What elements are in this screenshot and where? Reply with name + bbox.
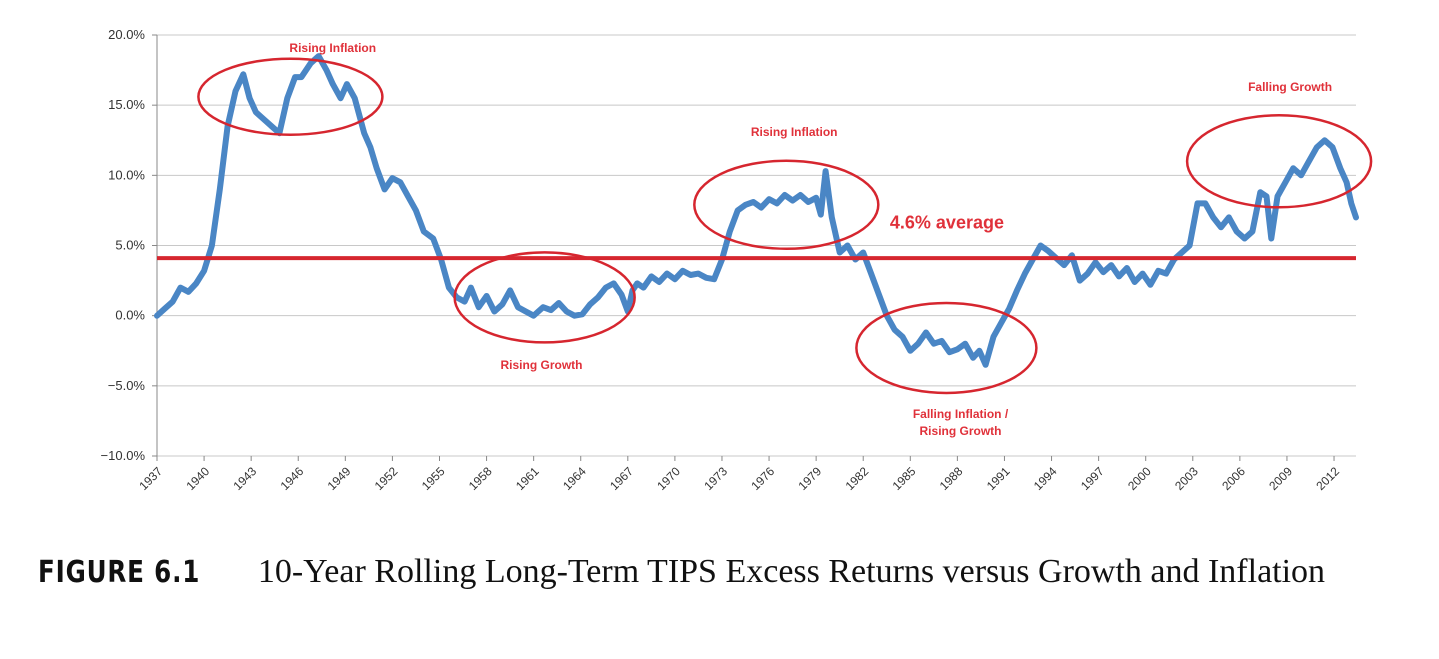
x-tick-label: 2000 [1125, 464, 1154, 493]
y-tick-label: 0.0% [115, 308, 145, 323]
x-tick-label: 2009 [1266, 464, 1295, 493]
tips-excess-returns-chart: 20.0%15.0%10.0%5.0%0.0%−5.0%−10.0% 1937 1… [101, 27, 1373, 493]
tips-excess-return-line [154, 53, 1359, 368]
series-layer [154, 53, 1359, 368]
x-tick-label: 1994 [1031, 464, 1060, 493]
x-tick-label: 2006 [1219, 464, 1248, 493]
annotation-label: Falling Growth [1248, 80, 1332, 94]
x-tick-label: 1991 [984, 464, 1013, 493]
x-tick-label: 1985 [890, 464, 919, 493]
x-tick-label: 1967 [607, 464, 636, 493]
x-tick-label: 1949 [325, 464, 354, 493]
y-tick-label: 10.0% [108, 167, 145, 182]
average-label: 4.6% average [890, 213, 1004, 233]
x-tick-label: 1964 [560, 464, 589, 493]
x-tick-label: 2003 [1172, 464, 1201, 493]
annotation-label: Rising Growth [500, 358, 582, 372]
y-axis-tick-labels: 20.0% 15.0% 10.0% 5.0% 0.0% −5.0% −10.0% [101, 27, 146, 463]
x-tick-label: 1940 [183, 464, 212, 493]
x-tick-label: 1970 [654, 464, 683, 493]
figure-caption: FIGURE 6.1 10-Year Rolling Long-Term TIPS… [38, 550, 1428, 595]
y-tick-label: 5.0% [115, 238, 145, 253]
annotation-ellipse [1185, 114, 1373, 209]
x-tick-label: 1988 [937, 464, 966, 493]
annotation-label: Rising Inflation [751, 125, 838, 139]
x-tick-label: 1937 [136, 464, 165, 493]
x-tick-label: 1973 [701, 464, 730, 493]
x-axis-tick-labels: 1937 1940 1943 1946 1949 1952 1955 1958 1961 1964… [136, 456, 1342, 493]
average-line-layer: 4.6% average [157, 213, 1356, 261]
x-tick-label: 1955 [419, 464, 448, 493]
x-tick-label: 1982 [843, 464, 872, 493]
figure-caption-text: 10-Year Rolling Long-Term TIPS Excess Re… [257, 553, 1326, 590]
x-tick-label: 1952 [372, 464, 401, 493]
y-tick-label: −10.0% [101, 448, 146, 463]
x-tick-label: 1943 [231, 464, 260, 493]
annotation-ellipse [693, 159, 880, 251]
x-tick-label: 1976 [748, 464, 777, 493]
y-tick-label: −5.0% [108, 378, 146, 393]
annotation-ellipse [453, 251, 636, 344]
annotation-label: Rising Inflation [289, 41, 376, 55]
annotation-ellipse [197, 57, 384, 136]
x-tick-label: 1997 [1078, 464, 1107, 493]
annotation-label: Falling Inflation / Rising Growth [913, 407, 1009, 438]
figure-label: FIGURE 6.1 [38, 555, 201, 590]
y-tick-label: 15.0% [108, 97, 145, 112]
x-tick-label: 1946 [278, 464, 307, 493]
annotation-ellipse [855, 301, 1038, 395]
y-tick-label: 20.0% [108, 27, 145, 42]
annotations-layer: Rising Inflation Rising Growth Rising Infl… [197, 41, 1373, 438]
x-tick-label: 1961 [513, 464, 542, 493]
x-tick-label: 2012 [1313, 464, 1342, 493]
x-tick-label: 1979 [795, 464, 824, 493]
x-tick-label: 1958 [466, 464, 495, 493]
